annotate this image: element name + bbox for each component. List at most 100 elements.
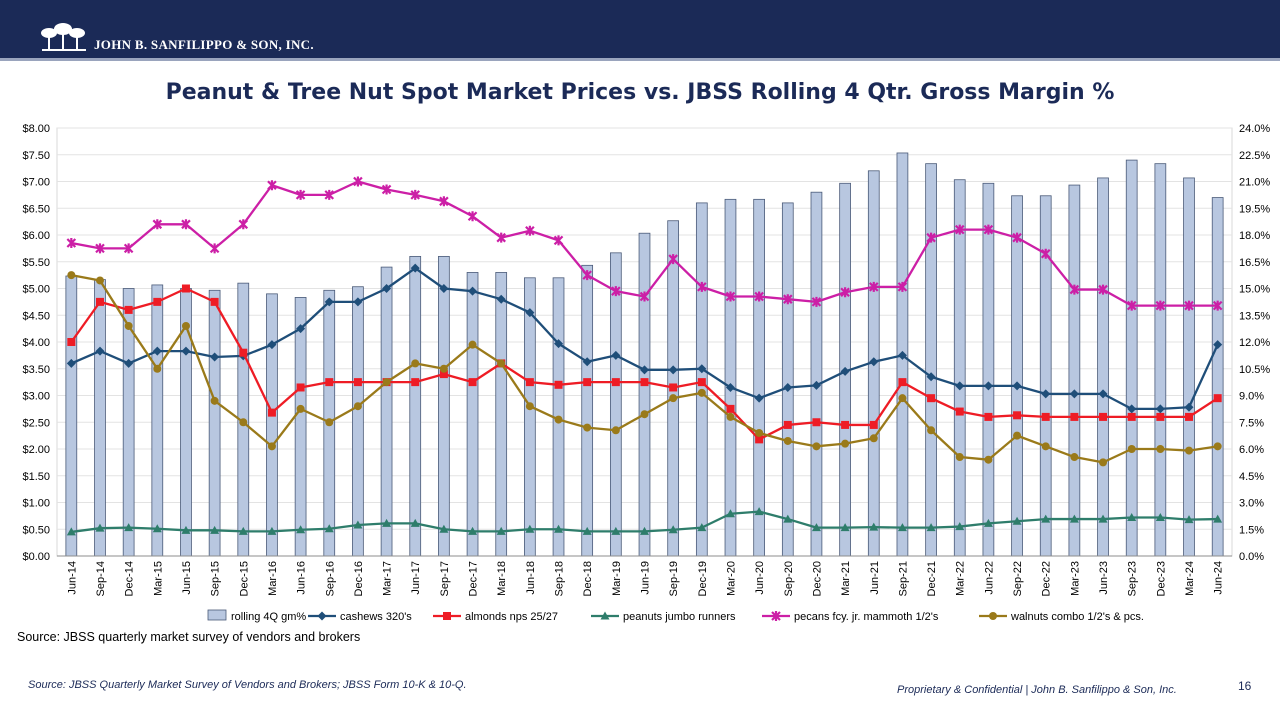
series-1-point-Dec-16 bbox=[353, 378, 362, 387]
bar-gm-Jun-17 bbox=[409, 255, 422, 557]
source-citation: Source: JBSS Quarterly Market Survey of … bbox=[28, 679, 467, 691]
left-axis-tick-label: $6.00 bbox=[22, 230, 50, 242]
chart-title: Peanut & Tree Nut Spot Market Prices vs.… bbox=[165, 80, 1115, 105]
left-axis-tick-label: $4.00 bbox=[22, 337, 50, 349]
bar-gm-Mar-20 bbox=[724, 198, 737, 557]
series-4-point-Jun-19 bbox=[640, 410, 649, 419]
series-2-point-Sep-21 bbox=[897, 523, 907, 532]
series-2-point-Jun-21 bbox=[869, 522, 879, 531]
source-note: Source: JBSS quarterly market survey of … bbox=[17, 630, 361, 644]
series-3-point-Jun-17 bbox=[410, 189, 421, 200]
series-0-point-Jun-18 bbox=[525, 308, 535, 318]
series-3-point-Dec-21 bbox=[926, 232, 936, 243]
series-0-point-Dec-18 bbox=[582, 357, 592, 367]
series-1-point-Sep-21 bbox=[898, 378, 907, 387]
series-2-point-Jun-23 bbox=[1098, 514, 1108, 523]
series-0-point-Jun-21 bbox=[869, 357, 879, 367]
series-3-point-Sep-18 bbox=[553, 235, 564, 246]
legend-label: peanuts jumbo runners bbox=[623, 611, 736, 623]
x-axis-tick-label: Dec-19 bbox=[697, 561, 709, 596]
left-axis-tick-label: $1.00 bbox=[22, 498, 50, 510]
series-3-point-Mar-18 bbox=[496, 232, 506, 243]
x-axis-tick-label: Sep-14 bbox=[95, 561, 107, 596]
bar-gm-Jun-14 bbox=[65, 275, 78, 557]
bar-gm-Dec-23 bbox=[1154, 163, 1167, 557]
series-4-point-Dec-21 bbox=[927, 426, 936, 435]
series-1-point-Jun-20 bbox=[755, 435, 764, 444]
x-axis-tick-label: Dec-14 bbox=[124, 561, 136, 596]
confidential-notice: Proprietary & Confidential | John B. San… bbox=[897, 684, 1177, 696]
bar-gm-Sep-22 bbox=[1011, 195, 1023, 557]
series-2-point-Dec-14 bbox=[124, 523, 134, 532]
series-2-point-Sep-14 bbox=[95, 523, 105, 532]
page-number: 16 bbox=[1238, 679, 1252, 693]
series-3-point-Dec-15 bbox=[238, 219, 249, 230]
x-axis-tick-label: Jun-21 bbox=[869, 561, 881, 595]
bar-gm-Mar-16 bbox=[266, 293, 278, 557]
left-axis-tick-label: $5.50 bbox=[22, 257, 50, 269]
series-0-point-Sep-19 bbox=[668, 365, 678, 375]
right-axis-tick-label: 21.0% bbox=[1239, 177, 1270, 189]
series-4-point-Dec-20 bbox=[812, 442, 821, 451]
series-2-point-Dec-20 bbox=[811, 523, 821, 532]
series-4-point-Dec-19 bbox=[697, 388, 706, 397]
right-axis-tick-label: 1.5% bbox=[1239, 524, 1264, 536]
series-1-point-Sep-19 bbox=[669, 383, 678, 392]
x-axis-tick-label: Dec-18 bbox=[582, 561, 594, 596]
right-axis-tick-label: 13.5% bbox=[1239, 310, 1270, 322]
left-axis-tick-label: $0.00 bbox=[22, 551, 50, 563]
series-1-point-Jun-21 bbox=[869, 420, 878, 429]
bar-gm-Dec-21 bbox=[925, 163, 937, 557]
series-2-point-Sep-15 bbox=[210, 525, 220, 534]
x-axis-tick-label: Jun-19 bbox=[640, 561, 652, 595]
series-1-point-Mar-24 bbox=[1185, 412, 1194, 421]
left-axis-tick-label: $2.00 bbox=[22, 444, 50, 456]
series-4-point-Dec-16 bbox=[353, 402, 362, 411]
right-axis-tick-label: 15.0% bbox=[1239, 284, 1270, 296]
x-axis-tick-label: Jun-20 bbox=[754, 561, 766, 595]
series-2-point-Dec-16 bbox=[353, 520, 363, 529]
series-1-point-Jun-14 bbox=[67, 338, 76, 346]
series-2-point-Jun-17 bbox=[410, 518, 420, 527]
series-1-point-Jun-19 bbox=[640, 378, 649, 387]
bar-gm-Jun-16 bbox=[294, 297, 307, 557]
series-0-point-Dec-21 bbox=[926, 372, 936, 382]
bar-gm-Sep-15 bbox=[208, 289, 221, 557]
series-1-point-Mar-15 bbox=[153, 297, 162, 306]
series-2-point-Mar-21 bbox=[840, 523, 850, 532]
legend-marker-0 bbox=[317, 611, 327, 621]
bar-gm-Jun-24 bbox=[1211, 197, 1224, 557]
right-axis-tick-label: 6.0% bbox=[1239, 444, 1264, 456]
series-1-point-Mar-16 bbox=[267, 408, 276, 417]
series-0-point-Sep-18 bbox=[554, 339, 564, 349]
x-axis-tick-label: Mar-15 bbox=[152, 561, 164, 596]
legend-marker-3 bbox=[771, 611, 781, 621]
right-axis-tick-label: 18.0% bbox=[1239, 230, 1270, 242]
series-3-point-Sep-16 bbox=[324, 189, 335, 200]
series-4-point-Sep-20 bbox=[783, 436, 792, 445]
bar-gm-Mar-23 bbox=[1068, 184, 1081, 557]
bar-gm-Mar-19 bbox=[609, 252, 622, 557]
bar-gm-Mar-17 bbox=[380, 266, 393, 557]
series-4-point-Dec-22 bbox=[1041, 442, 1050, 451]
left-axis-tick-label: $5.00 bbox=[22, 284, 50, 296]
series-4-point-Mar-16 bbox=[267, 442, 276, 451]
x-axis-tick-label: Dec-17 bbox=[468, 561, 480, 596]
series-1-point-Jun-18 bbox=[525, 378, 534, 387]
series-3-point-Dec-18 bbox=[582, 270, 592, 281]
right-axis-tick-label: 22.5% bbox=[1239, 150, 1270, 162]
series-1-point-Dec-22 bbox=[1041, 412, 1050, 421]
series-1-point-Sep-16 bbox=[325, 378, 334, 387]
bar-gm-Dec-18 bbox=[581, 264, 594, 557]
series-2-point-Dec-23 bbox=[1155, 512, 1165, 521]
x-axis-tick-label: Mar-18 bbox=[496, 561, 508, 596]
legend-marker-1 bbox=[443, 612, 451, 620]
series-3-point-Mar-21 bbox=[840, 287, 850, 298]
series-2-point-Dec-15 bbox=[238, 526, 248, 535]
bar-gm-Mar-15 bbox=[151, 284, 164, 557]
bar-gm-Mar-18 bbox=[495, 272, 508, 557]
series-0-point-Mar-19 bbox=[611, 350, 621, 360]
series-2-point-Jun-19 bbox=[640, 526, 649, 535]
x-axis-tick-label: Sep-21 bbox=[897, 561, 909, 596]
series-3-point-Mar-20 bbox=[725, 291, 736, 302]
